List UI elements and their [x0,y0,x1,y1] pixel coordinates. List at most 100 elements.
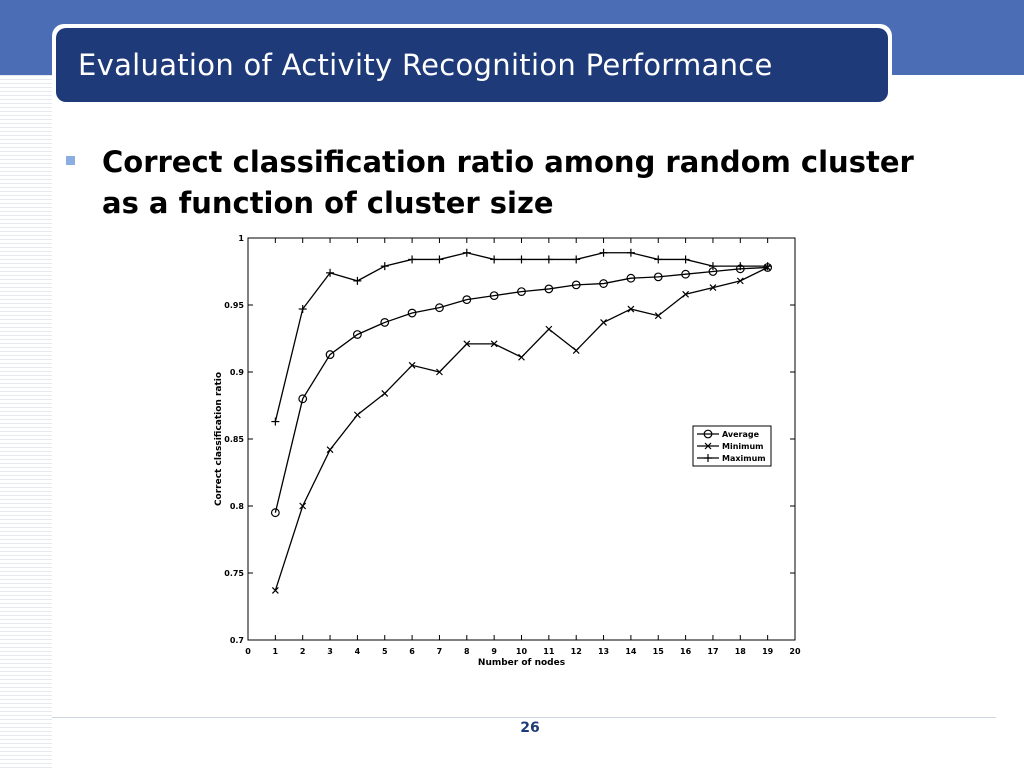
y-tick-label: 0.9 [230,368,245,377]
point-maximum [599,248,608,257]
y-tick-label: 0.75 [224,569,244,578]
point-maximum [626,248,635,257]
point-minimum [490,340,498,348]
marker-circle [626,273,636,283]
x-tick-label: 0 [245,647,251,656]
page-number: 26 [520,720,540,736]
marker-x-stroke [627,305,635,313]
legend-label-minimum: Minimum [722,442,764,451]
point-minimum [736,277,744,285]
x-tick-label: 12 [571,647,582,656]
point-average [517,287,526,296]
marker-circle [681,269,691,279]
point-minimum [545,325,553,333]
point-maximum [736,262,745,271]
point-average [325,350,335,359]
marker-circle [599,279,608,288]
point-maximum [490,255,499,264]
x-tick-label: 19 [762,647,774,656]
marker-circle [517,287,526,296]
point-average [270,508,280,518]
point-minimum [572,347,580,354]
point-maximum [298,305,307,314]
marker-circle [703,429,713,439]
x-tick-label: 7 [437,647,443,656]
marker-circle [325,350,335,359]
marker-circle [489,291,499,301]
marker-circle [380,318,390,327]
point-minimum [408,361,416,369]
point-maximum [517,255,526,264]
legend-label-average: Average [722,430,760,439]
marker-circle [270,508,280,518]
point-minimum [436,368,443,376]
y-axis-label: Correct classification ratio [214,372,224,506]
marker-circle [298,394,308,404]
marker-x-stroke [463,340,471,348]
legend-label-maximum: Maximum [722,454,766,463]
point-average [681,269,691,279]
x-tick-label: 9 [491,647,497,656]
line-chart: 0 1 2 3 4 5 6 7 8 9 10 11 12 13 14 15 16 17 18 19 200.70.750… [214,234,801,668]
bullet-square-icon [66,156,75,165]
marker-circle [352,330,362,339]
marker-x-stroke [518,353,525,361]
point-maximum [353,276,362,285]
marker-x-stroke [600,318,607,326]
marker-x-stroke [709,284,717,292]
x-tick-label: 20 [789,647,801,656]
point-minimum [381,390,389,397]
point-average [599,279,608,288]
marker-x-stroke [490,340,498,348]
point-minimum [600,318,607,326]
point-maximum [763,262,772,271]
x-tick-label: 14 [625,647,637,656]
marker-x-stroke [654,312,662,320]
y-tick-label: 0.85 [224,435,244,444]
marker-x-stroke [299,502,307,510]
x-tick-label: 18 [735,647,747,656]
legend-marker-maximum [704,454,712,462]
point-minimum [518,353,525,361]
point-minimum [299,502,307,510]
point-minimum [271,586,279,594]
x-tick-label: 10 [516,647,528,656]
left-stripe-decoration [0,75,52,768]
point-average [435,303,444,313]
x-axis-label: Number of nodes [478,658,565,668]
point-maximum [408,255,417,264]
point-maximum [708,262,717,271]
x-tick-label: 13 [598,647,609,656]
marker-x-stroke [545,325,553,333]
point-maximum [271,417,280,426]
x-tick-label: 15 [653,647,665,656]
x-tick-label: 5 [382,647,388,656]
marker-circle [653,272,663,282]
legend-marker-average [703,429,713,439]
point-average [626,273,636,283]
marker-x-stroke [271,586,279,594]
point-maximum [572,255,581,264]
marker-x-stroke [408,361,416,369]
point-average [544,284,554,294]
marker-x-stroke [436,368,443,376]
point-maximum [681,255,690,264]
marker-circle [435,303,444,313]
legend-marker-minimum [704,442,712,450]
marker-x-stroke [572,347,580,354]
point-minimum [353,411,361,419]
marker-x-stroke [381,390,389,397]
x-tick-label: 8 [464,647,470,656]
x-tick-label: 16 [680,647,692,656]
x-tick-label: 11 [543,647,555,656]
marker-x-stroke [704,442,712,450]
series-line-average [274,266,768,513]
point-minimum [654,312,662,320]
marker-circle [407,308,417,318]
point-minimum [463,340,471,348]
x-tick-label: 4 [355,647,361,656]
point-average [462,295,472,305]
point-minimum [709,284,717,292]
y-tick-label: 0.95 [224,301,244,310]
point-minimum [326,446,334,454]
